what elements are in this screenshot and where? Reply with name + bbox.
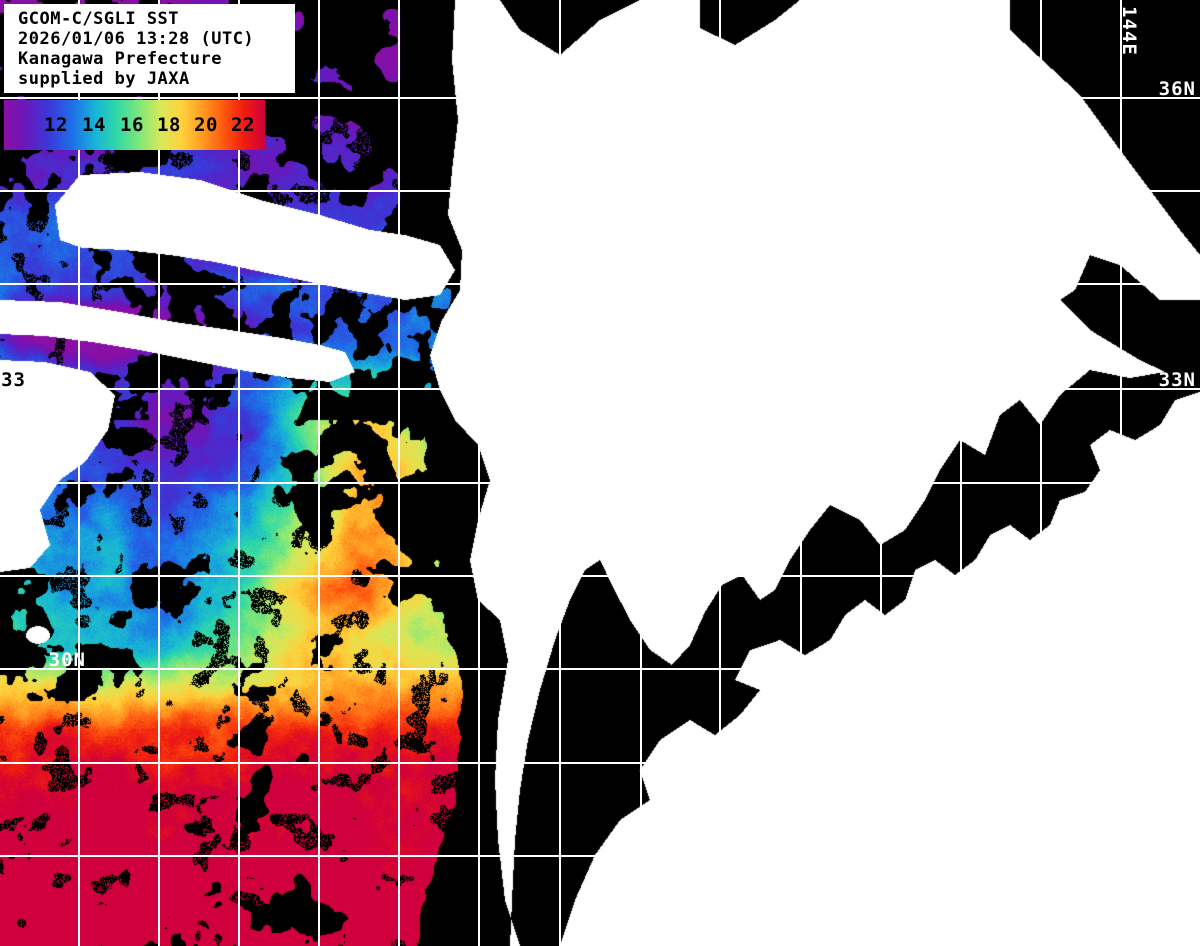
title-region-line: Kanagawa Prefecture <box>18 49 222 69</box>
colorbar-tick-12: 12 <box>44 114 68 136</box>
title-attribution-line: supplied by JAXA <box>18 69 190 89</box>
colorbar-tick-18: 18 <box>157 114 181 136</box>
colorbar-gradient <box>4 100 265 150</box>
colorbar-tick-22: 22 <box>231 114 255 136</box>
colorbar-tick-20: 20 <box>194 114 218 136</box>
colorbar-tick-16: 16 <box>120 114 144 136</box>
title-card: GCOM-C/SGLI SST 2026/01/06 13:28 (UTC) K… <box>4 4 295 93</box>
title-product-line: GCOM-C/SGLI SST <box>18 9 180 29</box>
colorbar-tick-14: 14 <box>82 114 106 136</box>
title-timestamp-line: 2026/01/06 13:28 (UTC) <box>18 29 255 49</box>
sst-colorbar: 12 14 16 18 20 22 <box>4 100 265 150</box>
